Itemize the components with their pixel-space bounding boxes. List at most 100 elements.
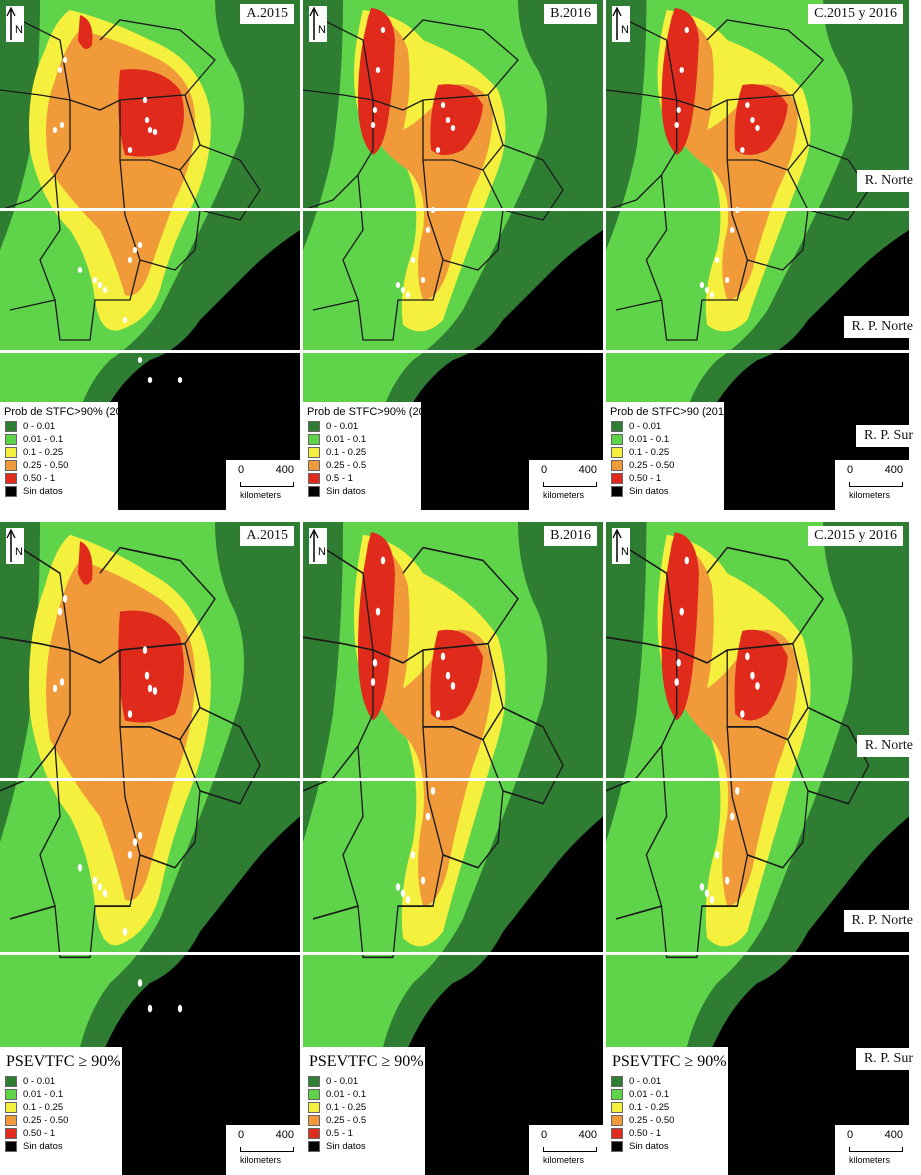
station-dot [676,107,681,113]
legend-item: 0.1 - 0.25 [606,446,724,459]
land-layer [606,522,909,1175]
north-label: N [15,24,23,36]
station-dot [57,607,63,616]
legend-swatch [308,460,320,471]
legend: PSEVTFC ≥ 90% 0 - 0.01 0.01 - 0.1 0.1 - 0.2… [606,1047,728,1175]
station-dot [147,684,153,693]
scale-bar: 0 400 kilometers [835,460,909,510]
border-line [312,745,364,920]
station-dot [152,687,158,695]
station-dot [380,27,386,33]
region-red-west [661,532,699,721]
border-line [606,89,678,211]
legend: Prob de STFC>90% (2016) 0 - 0.01 0.01 - 0.… [303,402,421,510]
station-dot [679,607,684,616]
station-dot [132,838,138,846]
station-dot [147,1004,153,1013]
legend-item: 0 - 0.01 [606,420,724,433]
legend-item-label: 0.25 - 0.50 [23,1115,69,1126]
station-dot [724,277,730,283]
legend-item: Sin datos [606,1140,728,1153]
legend-item-label: Sin datos [629,1141,669,1152]
station-dot [699,883,705,891]
map-panel: C.2015 y 2016 N PSEVTFC ≥ 90% 0 - 0.01 0.01 … [606,522,909,1175]
border-line [807,706,870,805]
border-line [19,546,201,741]
station-dot [127,257,133,263]
legend-swatch [611,421,623,432]
legend-item: 0.01 - 0.1 [0,1088,122,1101]
border-line [99,546,216,645]
station-dot [750,671,755,680]
border-line [402,19,519,96]
north-arrow-icon: N [6,6,24,42]
legend-item-label: 0.25 - 0.5 [326,1115,367,1126]
station-dot [730,227,735,233]
panel-title: B.2016 [544,526,597,546]
station-dot [177,1004,183,1013]
scale-max: 400 [275,464,294,476]
border-line [139,169,201,271]
legend-title: Prob de STFC>90% (2016) [307,406,421,418]
region-red [118,69,184,157]
legend-swatch [308,1141,320,1152]
legend-swatch [611,486,623,497]
station-dot [674,122,679,128]
legend-item: 0.5 - 1 [303,472,421,485]
region-divider [0,952,921,955]
region-red [118,610,184,723]
map-panel: A.2015 N Prob de STFC>90% (2015) 0 - 0.01 0.… [0,0,300,510]
station-dot [674,678,679,686]
scale-unit: kilometers [240,490,282,500]
legend-swatch [308,473,320,484]
legend-item: 0.5 - 1 [303,1127,425,1140]
station-dot [445,117,451,123]
legend-item: 0.01 - 0.1 [0,433,118,446]
legend-item: 0.1 - 0.25 [606,1101,728,1114]
station-dot [372,659,378,667]
region-label: R. P. Sur [855,425,921,447]
north-label: N [621,24,629,36]
legend-swatch [308,1089,320,1100]
scale-bar-line [240,1147,294,1152]
station-dot [740,147,745,153]
panel-title: C.2015 y 2016 [808,526,903,546]
legend-swatch [611,1076,623,1087]
north-arrow-icon [309,6,319,40]
legend-item-label: Sin datos [326,1141,366,1152]
station-dot [750,117,755,123]
land-layer [0,522,300,1175]
legend-item-label: 0.1 - 0.25 [629,447,670,458]
border-line [706,19,825,96]
station-dot [435,710,441,718]
province-borders [0,546,261,959]
scale-zero: 0 [847,1129,854,1141]
legend-swatch [308,434,320,445]
legend-item: 0 - 0.01 [606,1075,728,1088]
station-dot [745,102,750,108]
legend-swatch [611,434,623,445]
border-line [199,706,261,805]
border-line [312,174,364,311]
station-dot [127,851,133,859]
station-dots [370,556,456,904]
station-dot [370,678,376,686]
panel-title: B.2016 [544,4,597,24]
station-dot [59,678,65,686]
land-layer [606,0,909,510]
station-dot [410,851,416,859]
station-dot [132,247,138,253]
legend-item: 0.01 - 0.1 [606,433,724,446]
legend-item: Sin datos [303,1140,425,1153]
legend-item: 0.01 - 0.1 [606,1088,728,1101]
station-dot [137,831,143,840]
scale-zero: 0 [238,464,245,476]
border-line [139,739,201,869]
scale-zero: 0 [541,464,548,476]
station-dot [430,787,436,795]
station-dot [724,876,730,885]
legend-item-label: 0.1 - 0.25 [23,1102,64,1113]
legend-item: 0.25 - 0.5 [303,459,421,472]
legend-item: 0 - 0.01 [0,1075,122,1088]
border-line [747,739,809,869]
